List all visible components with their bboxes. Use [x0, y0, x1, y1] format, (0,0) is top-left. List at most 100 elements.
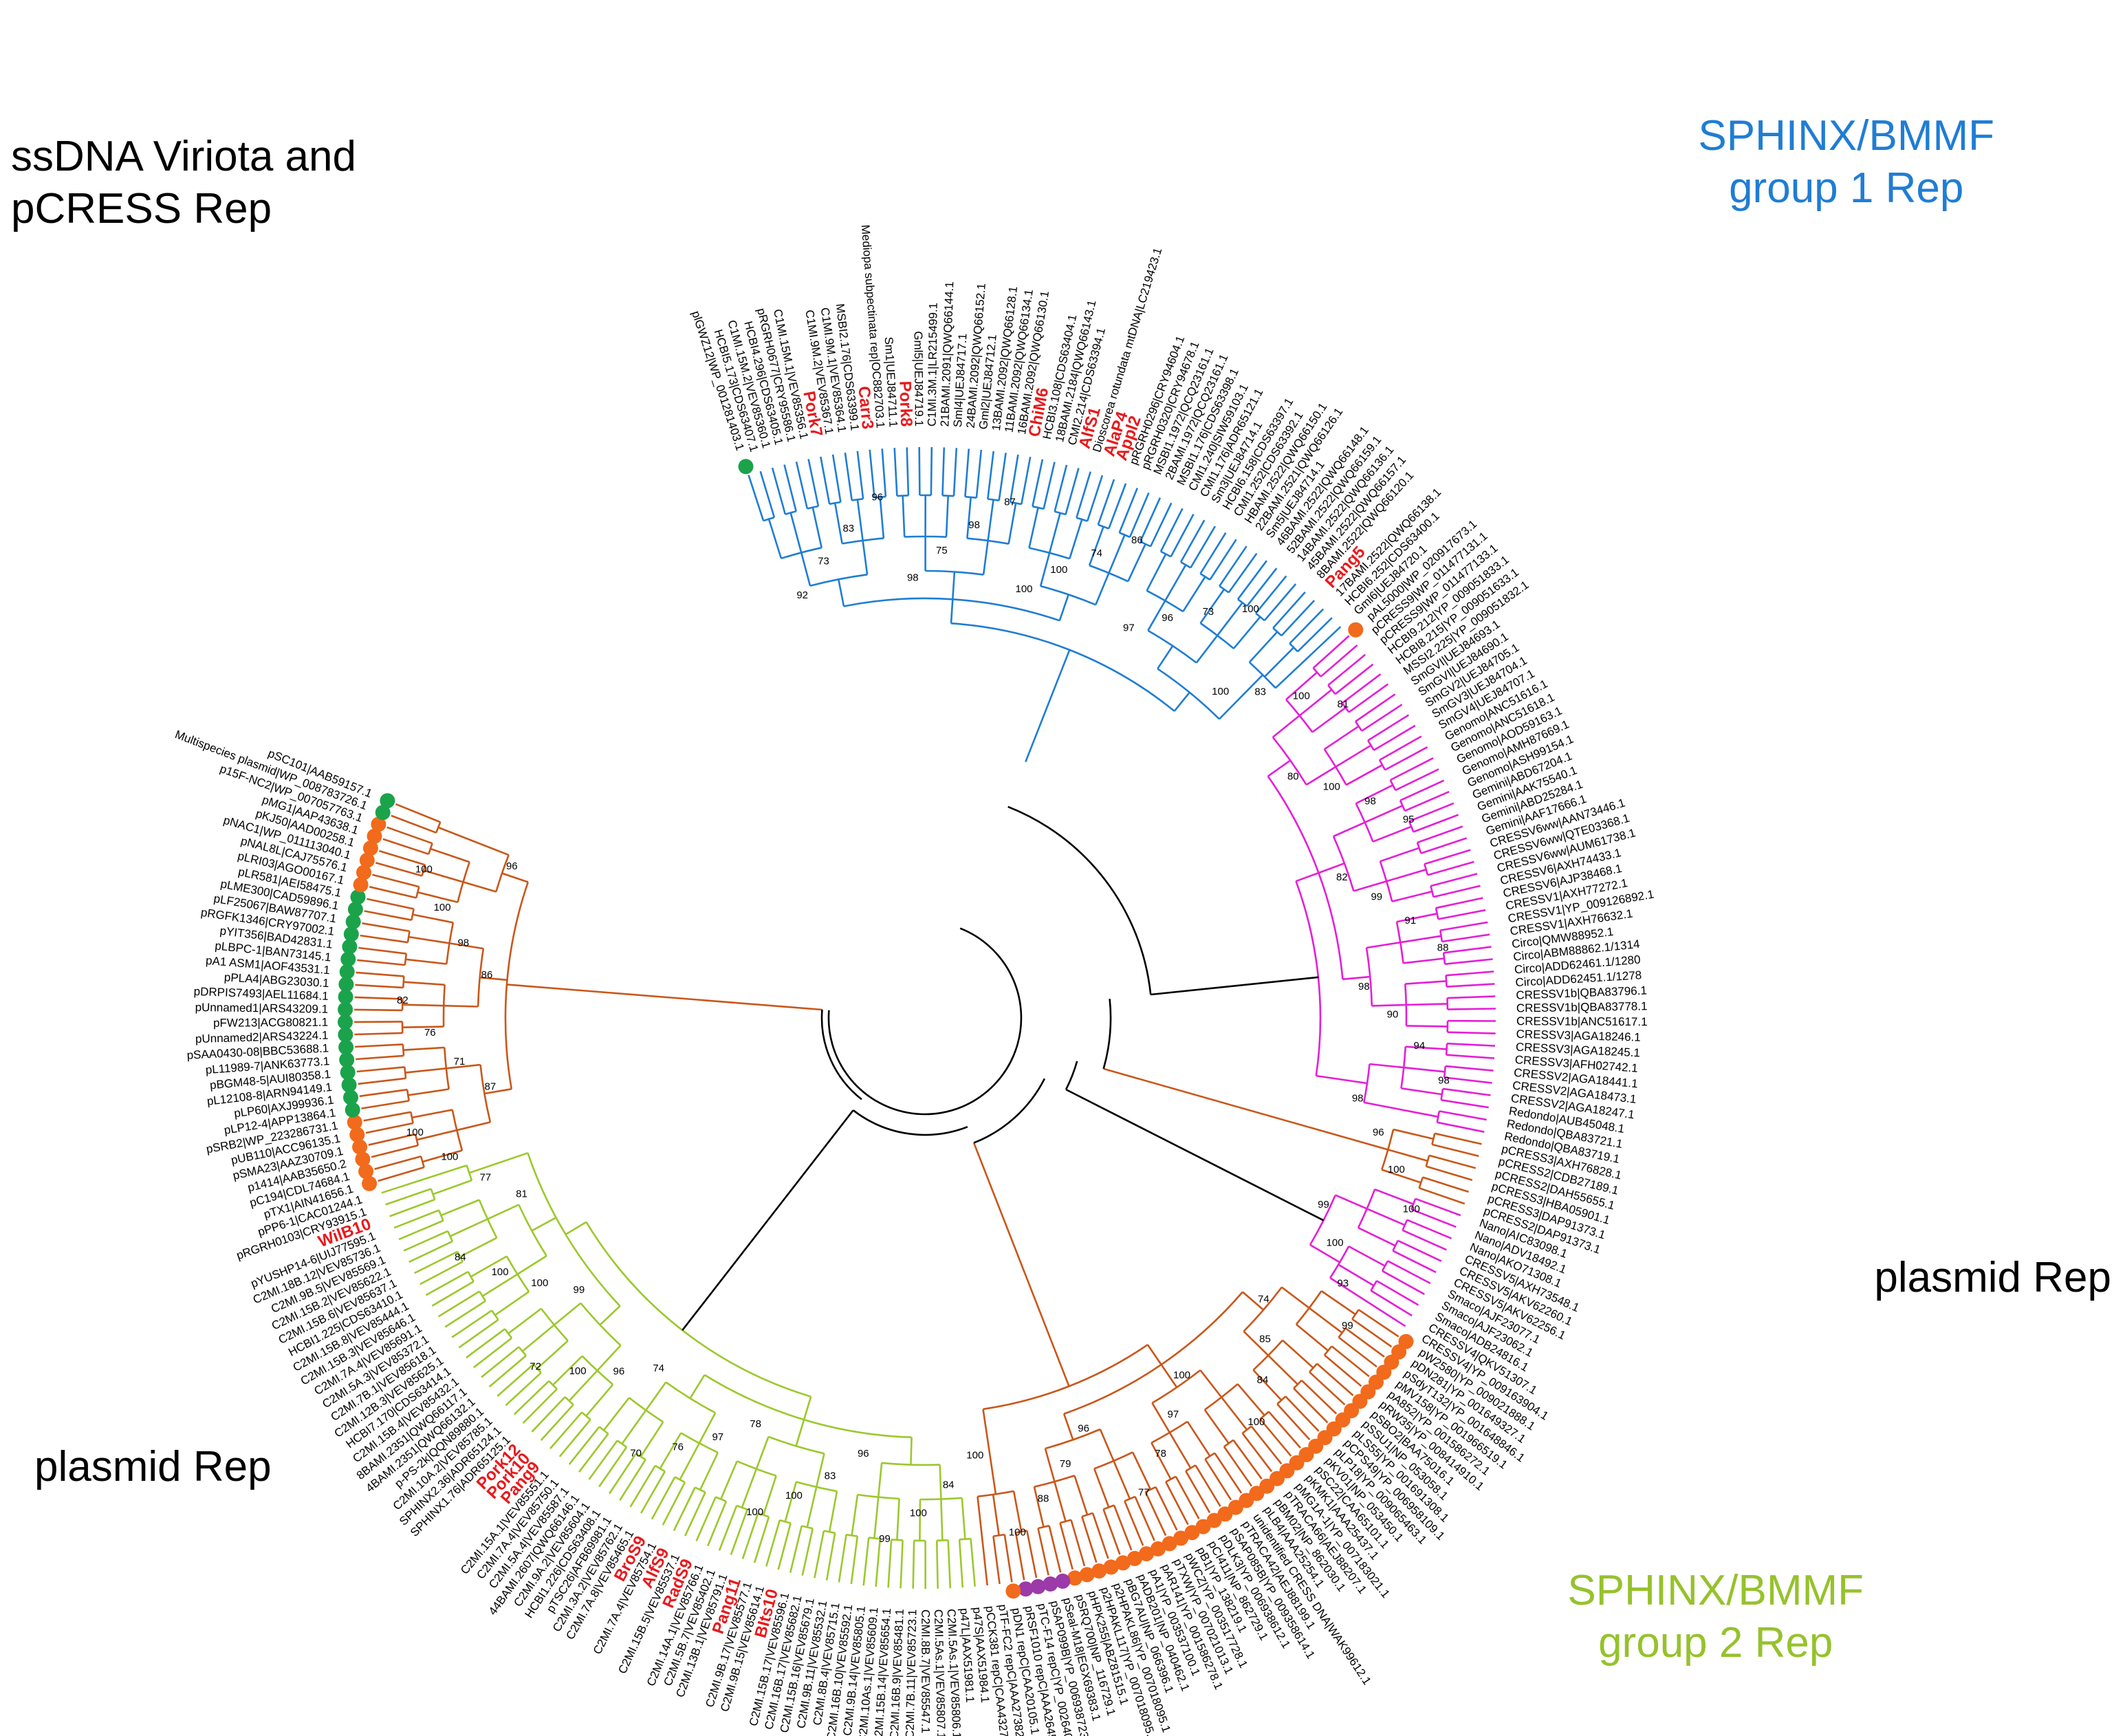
branch-segment — [459, 1237, 497, 1258]
branch-segment — [998, 453, 1007, 501]
branch-segment — [1069, 519, 1083, 559]
branch-segment — [408, 1088, 449, 1096]
branch-segment — [356, 1066, 405, 1073]
bootstrap-value: 96 — [1162, 612, 1173, 624]
bootstrap-value: 100 — [966, 1449, 983, 1461]
branch-segment — [479, 976, 508, 981]
branch-arc — [869, 1537, 880, 1540]
branch-segment — [783, 464, 797, 512]
branch-segment — [659, 1432, 682, 1469]
bootstrap-value: 98 — [1352, 1093, 1364, 1105]
branch-arc — [1063, 1291, 1243, 1415]
branch-segment — [651, 1476, 676, 1520]
branch-segment — [1433, 885, 1481, 898]
bootstrap-value: 99 — [1342, 1320, 1353, 1332]
branch-segment — [1243, 1330, 1269, 1356]
branch-segment — [987, 499, 994, 541]
leaf-label: C2MI.5As.1|VEV85807.1 — [932, 1609, 948, 1736]
branch-segment — [1396, 913, 1437, 923]
branch-arc — [1199, 572, 1211, 581]
bootstrap-value: 88 — [1038, 1493, 1049, 1505]
branch-segment — [1093, 1468, 1110, 1508]
branch-arc — [1237, 598, 1247, 607]
branch-arc — [616, 1440, 627, 1449]
branch-segment — [918, 446, 921, 496]
branch-segment — [1274, 626, 1342, 689]
branch-segment — [1175, 1476, 1200, 1519]
branch-segment — [1348, 683, 1389, 713]
branch-segment — [1086, 475, 1104, 522]
branch-segment — [1209, 539, 1237, 581]
branch-segment — [801, 1528, 814, 1576]
branch-segment — [451, 1310, 492, 1338]
branch-segment — [879, 497, 885, 539]
branch-segment — [362, 922, 410, 933]
branch-segment — [1316, 1074, 1368, 1085]
branch-arc — [1332, 836, 1355, 891]
branch-segment — [1203, 1409, 1230, 1444]
branch-arc — [904, 535, 947, 538]
branch-segment — [1263, 583, 1297, 622]
branch-segment — [1179, 519, 1206, 563]
branch-segment — [1355, 693, 1396, 723]
branch-segment — [1335, 1194, 1368, 1210]
branch-segment — [629, 1465, 656, 1508]
branch-arc — [842, 537, 884, 545]
branch-segment — [431, 1281, 475, 1307]
branch-segment — [1432, 1143, 1479, 1158]
branch-segment — [815, 1453, 825, 1488]
branch-arc — [655, 1464, 666, 1473]
branch-segment — [1129, 492, 1150, 538]
branch-segment — [1012, 1490, 1023, 1532]
bootstrap-value: 87 — [485, 1081, 497, 1093]
branch-segment — [357, 959, 406, 966]
branch-segment — [1361, 704, 1403, 732]
branch-segment — [425, 1270, 469, 1296]
branch-segment — [1405, 980, 1447, 985]
branch-segment — [446, 1063, 481, 1070]
branch-segment — [1250, 1425, 1283, 1465]
branch-segment — [1199, 589, 1225, 624]
branch-segment — [939, 1464, 942, 1499]
branch-arc — [1430, 885, 1435, 898]
leaf-dot — [1055, 1573, 1071, 1589]
bootstrap-value: 100 — [415, 863, 433, 875]
branch-segment — [930, 447, 933, 496]
branch-segment — [1173, 691, 1190, 712]
branch-segment — [416, 1129, 457, 1141]
branch-segment — [1392, 1250, 1437, 1273]
branch-segment — [1232, 616, 1261, 649]
branch-segment — [1348, 1245, 1386, 1267]
branch-segment — [516, 1255, 547, 1275]
branch-segment — [825, 1532, 836, 1581]
branch-segment — [1384, 746, 1428, 771]
branch-segment — [1164, 564, 1187, 602]
bootstrap-value: 72 — [530, 1360, 541, 1372]
bootstrap-value: 100 — [1403, 1204, 1420, 1215]
branch-segment — [505, 1371, 542, 1407]
branch-segment — [679, 1442, 700, 1480]
leaf-label: C1MI.3M.1|LR215499.1 — [926, 303, 940, 426]
branch-arc — [1323, 1345, 1333, 1356]
branch-segment — [540, 1404, 574, 1441]
branch-segment — [1318, 862, 1345, 874]
bootstrap-value: 99 — [1318, 1199, 1329, 1211]
leaf-dot — [1184, 1525, 1200, 1541]
branch-segment — [1437, 1121, 1485, 1133]
branch-segment — [1430, 873, 1478, 887]
branch-segment — [789, 512, 803, 553]
branch-segment — [1406, 1219, 1452, 1239]
bootstrap-value: 84 — [455, 1251, 466, 1263]
branch-segment — [1334, 663, 1374, 695]
bootstrap-value: 98 — [907, 572, 919, 584]
branch-segment — [1403, 957, 1445, 964]
branch-segment — [1033, 1486, 1045, 1528]
branch-segment — [1236, 1383, 1265, 1416]
leaf-dot — [1115, 1555, 1131, 1571]
branch-arc — [665, 1381, 716, 1414]
branch-segment — [1048, 1525, 1062, 1573]
branch-segment — [1444, 958, 1493, 965]
branch-segment — [906, 447, 910, 496]
branch-segment — [391, 814, 437, 834]
branch-segment — [1373, 724, 1416, 751]
